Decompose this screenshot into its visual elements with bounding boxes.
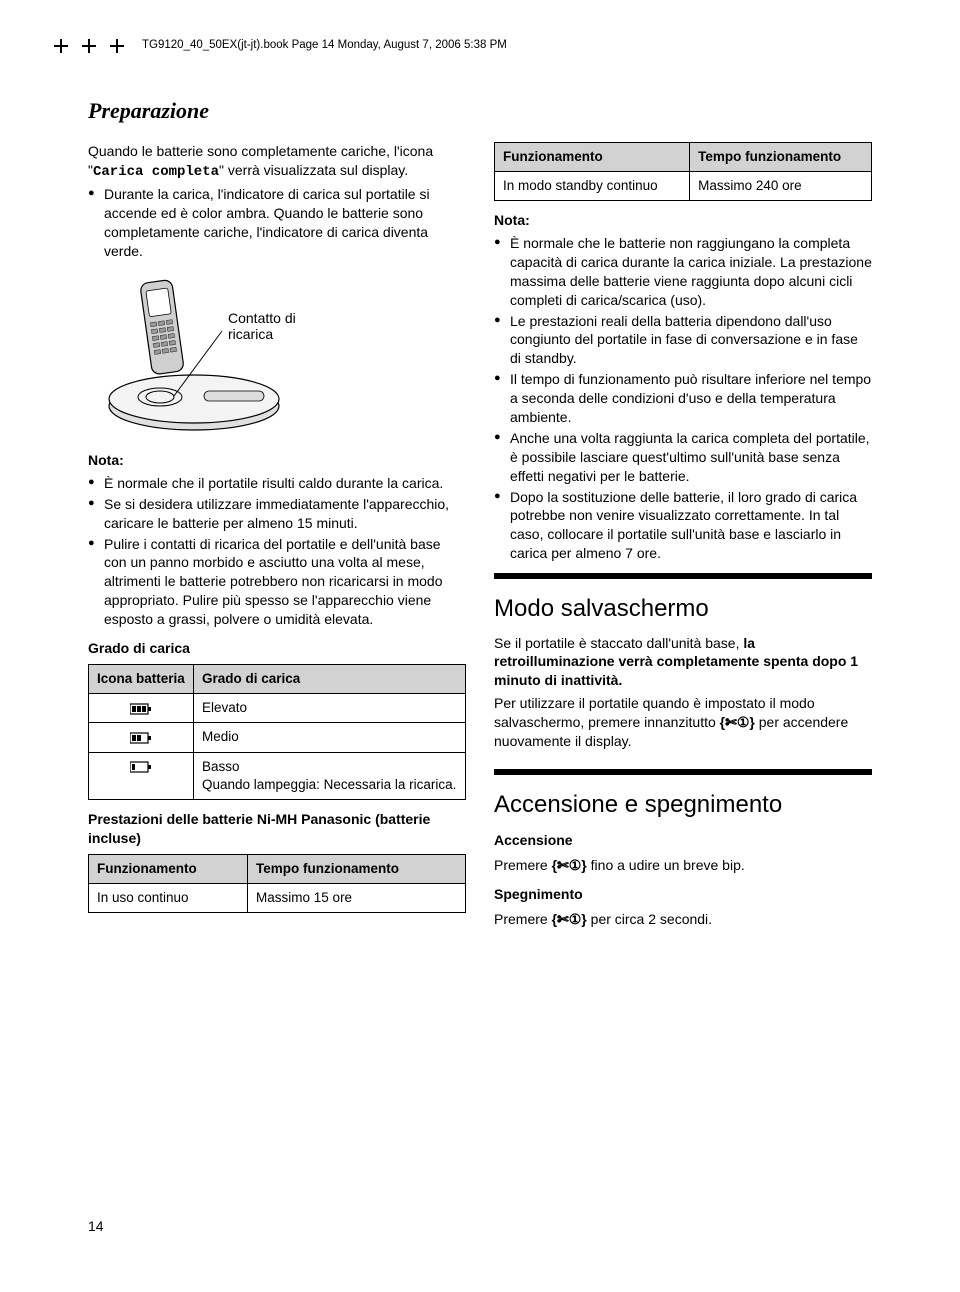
crop-mark-icon: [54, 39, 68, 53]
nota-label: Nota:: [88, 451, 466, 470]
figure-label-line1: Contatto di: [228, 310, 296, 326]
intro-bullet: Durante la carica, l'indicatore di caric…: [88, 185, 466, 261]
intro-text: Quando le batterie sono completamente ca…: [88, 142, 466, 182]
screensaver-body: Se il portatile è staccato dall'unità ba…: [494, 634, 872, 691]
battery-mid-icon: [130, 732, 152, 744]
page-content: Preparazione Quando le batterie sono com…: [88, 96, 872, 933]
screensaver-heading: Modo salvaschermo: [494, 593, 872, 625]
nota-item: Se si desidera utilizzare immediatamente…: [88, 495, 466, 533]
power-key-icon: {✄①}: [552, 857, 587, 873]
nota-item: Pulire i contatti di ricarica del portat…: [88, 535, 466, 629]
charger-illustration-icon: Contatto di ricarica: [104, 271, 364, 441]
charge-heading: Grado di carica: [88, 639, 466, 658]
perf-cell: Massimo 15 ore: [248, 884, 466, 913]
header-filename: TG9120_40_50EX(jt-jt).book Page 14 Monda…: [142, 38, 507, 54]
charge-cell: Elevato: [194, 694, 466, 723]
perf-th-mode: Funzionamento: [89, 854, 248, 883]
charge-th-level: Grado di carica: [194, 664, 466, 693]
nota-item: È normale che le batterie non raggiungan…: [494, 234, 872, 310]
perf-th-time: Tempo funzionamento: [248, 854, 466, 883]
nota-list: È normale che il portatile risulti caldo…: [88, 474, 466, 629]
table-row: Elevato: [89, 694, 466, 723]
charge-level-table: Icona batteria Grado di carica Elevato M…: [88, 664, 466, 800]
nota-item: Anche una volta raggiunta la carica comp…: [494, 429, 872, 486]
perf2-th-time: Tempo funzionamento: [690, 142, 872, 171]
table-row: Basso Quando lampeggia: Necessaria la ri…: [89, 752, 466, 799]
performance-table-2: Funzionamento Tempo funzionamento In mod…: [494, 142, 872, 201]
charge-cell: Medio: [194, 723, 466, 752]
power-on-label: Accensione: [494, 831, 872, 850]
power-off-label: Spegnimento: [494, 885, 872, 904]
nota-item: È normale che il portatile risulti caldo…: [88, 474, 466, 493]
performance-table-1: Funzionamento Tempo funzionamento In uso…: [88, 854, 466, 913]
charge-cell: Basso Quando lampeggia: Necessaria la ri…: [194, 752, 466, 799]
section-divider: [494, 769, 872, 775]
power-off-text: Premere {✄①} per circa 2 secondi.: [494, 910, 872, 929]
page-number: 14: [88, 1217, 104, 1236]
nota-list-right: È normale che le batterie non raggiungan…: [494, 234, 872, 563]
table-row: In modo standby continuo Massimo 240 ore: [495, 171, 872, 200]
nota-item: Dopo la sostituzione delle batterie, il …: [494, 488, 872, 564]
perf2-th-mode: Funzionamento: [495, 142, 690, 171]
section-divider: [494, 573, 872, 579]
crop-marks: TG9120_40_50EX(jt-jt).book Page 14 Monda…: [54, 38, 507, 54]
intro-bullets: Durante la carica, l'indicatore di caric…: [88, 185, 466, 261]
section-title: Preparazione: [88, 96, 872, 126]
power-on-text: Premere {✄①} fino a udire un breve bip.: [494, 856, 872, 875]
perf-heading: Prestazioni delle batterie Ni-MH Panason…: [88, 810, 466, 848]
crop-mark-icon: [110, 39, 124, 53]
nota-item: Le prestazioni reali della batteria dipe…: [494, 312, 872, 369]
perf2-cell: Massimo 240 ore: [690, 171, 872, 200]
power-key-icon: {✄①}: [720, 714, 755, 730]
handset-charger-figure: Contatto di ricarica: [88, 271, 466, 441]
left-column: Quando le batterie sono completamente ca…: [88, 142, 466, 933]
perf2-cell: In modo standby continuo: [495, 171, 690, 200]
battery-low-icon: [130, 761, 152, 773]
figure-label-line2: ricarica: [228, 326, 273, 342]
nota-label-right: Nota:: [494, 211, 872, 230]
table-row: In uso continuo Massimo 15 ore: [89, 884, 466, 913]
perf-cell: In uso continuo: [89, 884, 248, 913]
charge-th-icon: Icona batteria: [89, 664, 194, 693]
power-key-icon: {✄①}: [552, 911, 587, 927]
right-column: Funzionamento Tempo funzionamento In mod…: [494, 142, 872, 933]
table-row: Medio: [89, 723, 466, 752]
nota-item: Il tempo di funzionamento può risultare …: [494, 370, 872, 427]
power-heading: Accensione e spegnimento: [494, 789, 872, 821]
screensaver-body2: Per utilizzare il portatile quando è imp…: [494, 694, 872, 751]
crop-mark-icon: [82, 39, 96, 53]
battery-full-icon: [130, 703, 152, 715]
